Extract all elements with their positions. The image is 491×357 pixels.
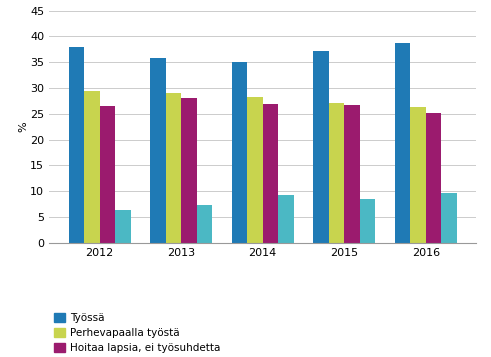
Bar <box>69 47 84 243</box>
Bar <box>247 97 263 243</box>
Bar <box>278 195 294 243</box>
Bar <box>165 93 181 243</box>
Bar <box>395 43 410 243</box>
Bar <box>181 98 196 243</box>
Bar <box>313 51 329 243</box>
Bar <box>426 113 441 243</box>
Bar <box>84 91 100 243</box>
Bar <box>100 106 115 243</box>
Bar <box>115 210 131 243</box>
Bar <box>196 205 212 243</box>
Bar <box>441 193 457 243</box>
Legend: Työssä, Perhevapaalla työstä, Hoitaa lapsia, ei työsuhdetta, Ei työsuhdetta, pää: Työssä, Perhevapaalla työstä, Hoitaa lap… <box>55 313 418 357</box>
Bar <box>150 58 165 243</box>
Bar <box>360 199 375 243</box>
Y-axis label: %: % <box>19 121 29 132</box>
Bar <box>263 104 278 243</box>
Bar <box>232 62 247 243</box>
Bar <box>410 107 426 243</box>
Bar <box>329 103 344 243</box>
Bar <box>344 105 360 243</box>
